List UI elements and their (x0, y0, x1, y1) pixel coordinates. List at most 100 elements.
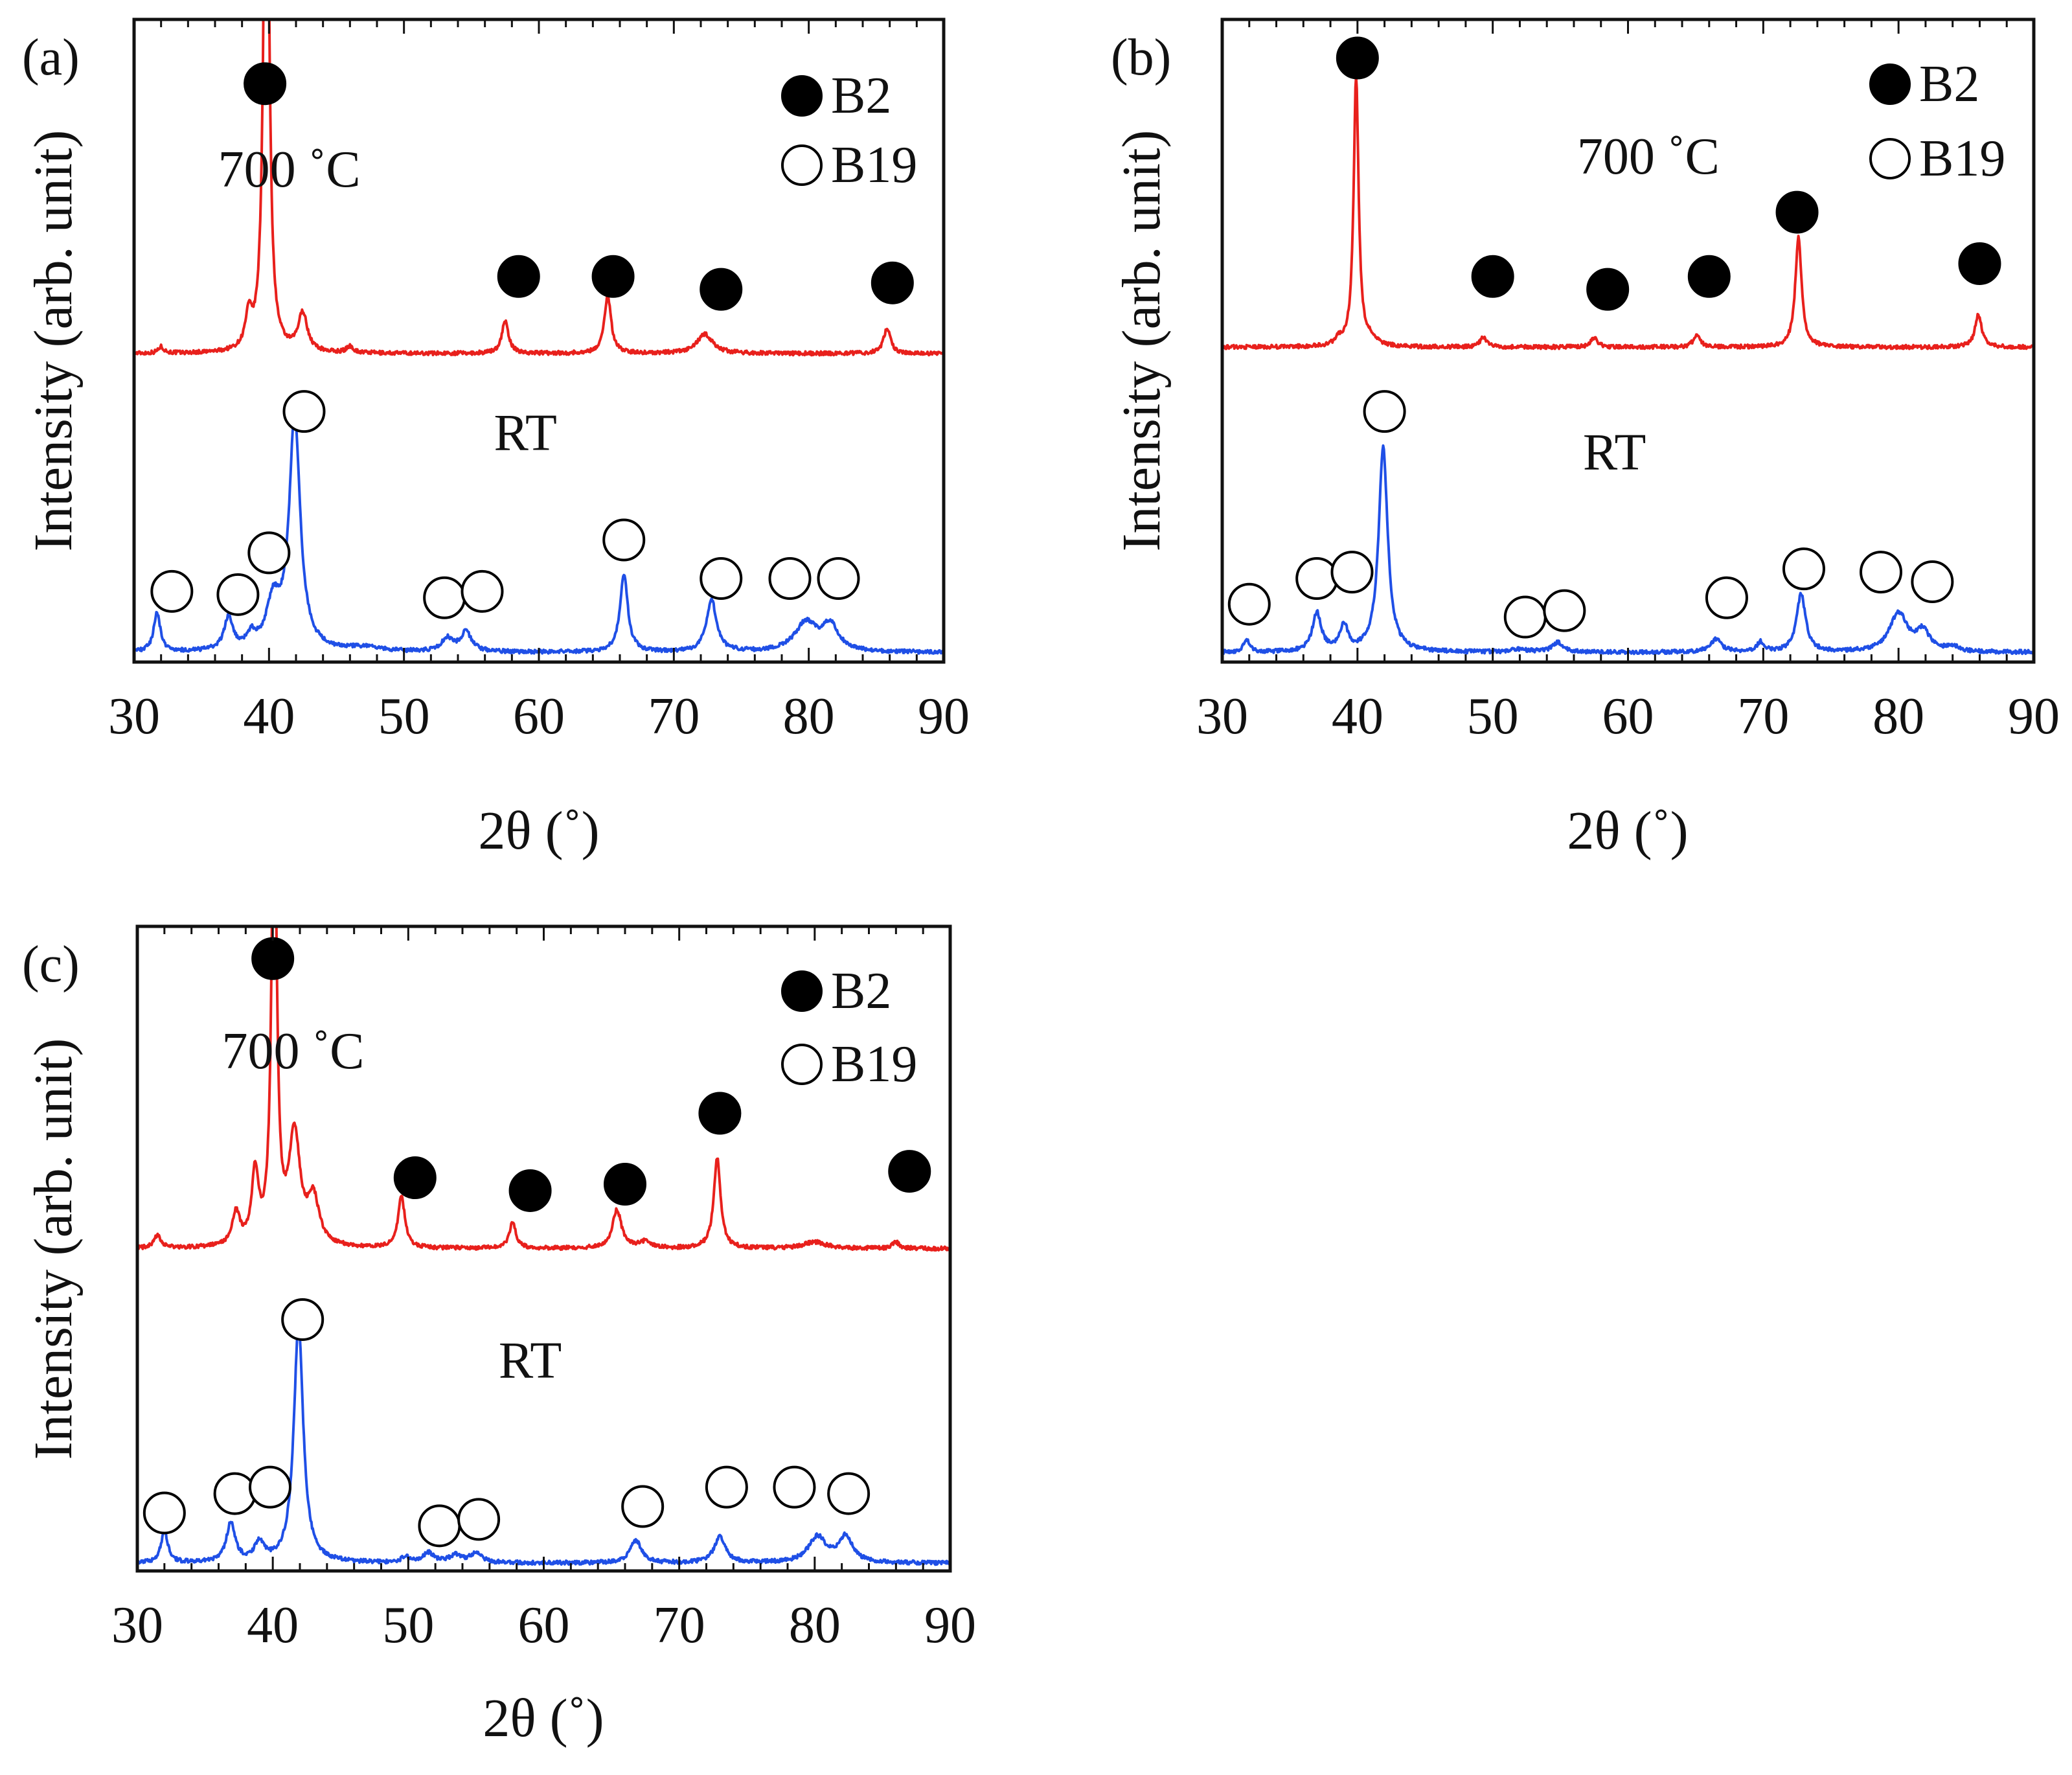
legend: B2 B19 (781, 963, 917, 1093)
b2-peak-marker (591, 255, 635, 298)
b19-peak-marker (418, 1504, 461, 1548)
x-tick-label: 70 (648, 688, 700, 745)
xrd-chart-c: 30 40 50 60 70 80 90 (c) Intensity (arb. unit)… (22, 924, 976, 1748)
x-tick-label: 90 (2008, 688, 2060, 745)
b19-peak-marker (1782, 547, 1825, 591)
legend-b2-marker (781, 970, 823, 1012)
b2-peak-marker (497, 255, 540, 298)
b19-peak-marker (150, 569, 194, 613)
x-tick-label: 90 (924, 1597, 976, 1654)
series-label-rt: RT (499, 1333, 562, 1390)
b2-peak-marker (888, 1150, 931, 1193)
legend: B2 B19 (1869, 56, 2005, 187)
panel-label: (c) (22, 936, 80, 993)
series-line-700c (134, 19, 944, 357)
b19-peak-marker (1363, 390, 1406, 433)
x-tick-label: 80 (789, 1597, 841, 1654)
legend: B2 B19 (781, 67, 917, 194)
b2-peak-marker (1336, 36, 1379, 80)
b19-peak-marker (705, 1465, 748, 1509)
x-tick-label: 50 (382, 1597, 434, 1654)
x-tick-label: 40 (1332, 688, 1383, 745)
legend-b19-marker (781, 144, 823, 186)
panel-label: (a) (22, 29, 80, 86)
x-tick-label: 60 (518, 1597, 570, 1654)
x-axis-title: 2θ (˚) (478, 801, 599, 861)
b19-peak-marker (1295, 557, 1339, 601)
b19-peak-marker (461, 569, 504, 613)
b19-peak-marker (1705, 576, 1748, 619)
legend-b19-label: B19 (831, 137, 917, 194)
x-tick-label: 60 (513, 688, 565, 745)
b19-peak-marker (213, 1472, 256, 1515)
legend-b19-marker (1869, 138, 1911, 179)
x-tick-label: 30 (1196, 688, 1248, 745)
b2-peak-marker (1586, 268, 1630, 311)
b19-peak-marker (773, 1465, 816, 1509)
b2-peak-marker (1775, 190, 1819, 234)
b2-peak-marker (1958, 242, 2001, 285)
b19-peak-marker (768, 557, 812, 601)
b19-peak-marker (621, 1485, 665, 1528)
b19-peak-marker (248, 1465, 291, 1509)
x-tick-label: 60 (1602, 688, 1654, 745)
xrd-chart-a: 30 40 50 60 70 80 90 (a) Intensity (arb. unit)… (22, 17, 970, 861)
legend-b19-marker (781, 1044, 823, 1085)
b19-peak-marker (817, 557, 860, 601)
b2-peak-marker (244, 62, 287, 106)
b19-peak-marker (457, 1498, 501, 1541)
xrd-chart-panel-c: 30 40 50 60 70 80 90 (c) Intensity (arb. unit)… (0, 900, 1010, 1775)
x-axis-title: 2θ (˚) (1567, 801, 1688, 861)
x-tick-label: 30 (111, 1597, 163, 1654)
x-tick-label: 80 (1873, 688, 1924, 745)
x-tick-label: 40 (247, 1597, 299, 1654)
b19-peak-marker (142, 1491, 186, 1535)
b19-peak-marker (1503, 595, 1547, 639)
x-tick-label: 50 (378, 688, 430, 745)
b19-peak-marker (700, 557, 743, 601)
x-tick-label: 70 (654, 1597, 705, 1654)
b2-peak-marker (604, 1163, 646, 1206)
b19-peak-marker (602, 518, 646, 562)
legend-b2-marker (1869, 63, 1911, 105)
xrd-chart-panel-b: 30 40 50 60 70 80 90 (b) Intensity (arb. unit)… (1062, 0, 2072, 891)
x-axis-title: 2θ (˚) (483, 1688, 604, 1748)
b2-peak-marker (700, 268, 743, 311)
x-tick-label: 70 (1737, 688, 1789, 745)
y-axis-title: Intensity (arb. unit) (23, 1038, 84, 1460)
b19-peak-marker (1860, 551, 1903, 594)
series-label-rt: RT (494, 405, 556, 462)
b19-peak-marker (1911, 560, 1954, 603)
x-tick-label: 30 (108, 688, 160, 745)
b2-peak-marker (508, 1169, 552, 1212)
x-tick-label: 50 (1467, 688, 1519, 745)
b19-peak-marker (423, 576, 466, 619)
series-line-700c (1222, 75, 2034, 350)
b19-peak-marker (1543, 589, 1586, 632)
b19-peak-marker (1227, 582, 1271, 626)
b2-peak-marker (393, 1156, 437, 1200)
xrd-chart-b: 30 40 50 60 70 80 90 (b) Intensity (arb. unit)… (1111, 17, 2060, 861)
series-label-700c: 700 ˚C (1577, 128, 1720, 185)
b19-peak-marker (1330, 551, 1374, 594)
legend-b2-label: B2 (831, 963, 891, 1020)
legend-b19-label: B19 (831, 1036, 917, 1093)
series-line-700c (137, 926, 950, 1252)
b2-peak-marker (1687, 255, 1731, 298)
b2-peak-marker (1471, 255, 1514, 298)
x-tick-label: 40 (243, 688, 295, 745)
legend-b2-marker (781, 75, 823, 117)
b19-peak-marker (216, 573, 260, 616)
panel-label: (b) (1111, 29, 1171, 86)
b2-peak-marker (871, 261, 914, 304)
b19-peak-marker (827, 1472, 871, 1515)
x-tick-label: 90 (918, 688, 970, 745)
series-label-700c: 700 ˚C (222, 1023, 365, 1080)
x-tick-label: 80 (783, 688, 835, 745)
y-axis-title: Intensity (arb. unit) (1111, 130, 1172, 552)
series-label-700c: 700 ˚C (218, 141, 361, 198)
b2-peak-marker (251, 937, 295, 980)
legend-b2-label: B2 (1919, 56, 1979, 113)
y-axis-title: Intensity (arb. unit) (23, 130, 84, 552)
legend-b19-label: B19 (1919, 130, 2005, 187)
